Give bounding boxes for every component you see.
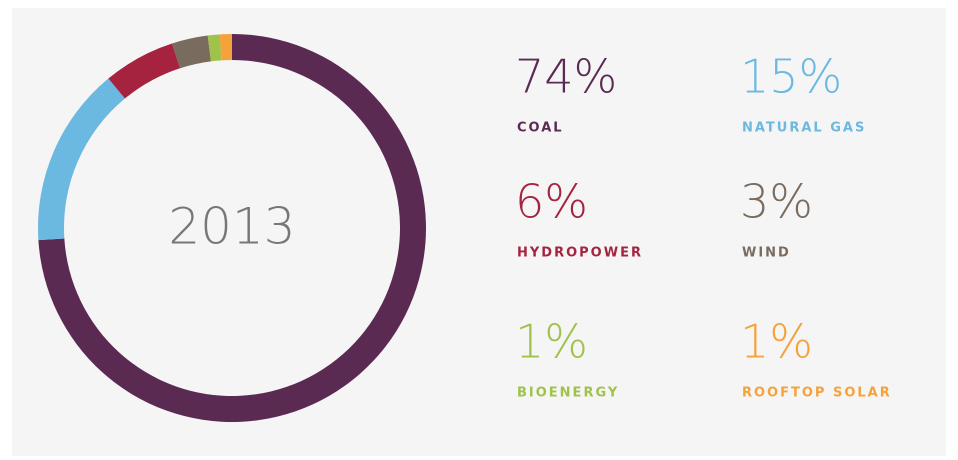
legend-label: ROOFTOP SOLAR	[742, 386, 892, 401]
legend-label: BIOENERGY	[517, 386, 619, 401]
legend-value: 1%	[740, 315, 813, 369]
donut-segment	[108, 43, 181, 99]
legend-value: 1%	[515, 315, 588, 369]
center-label: 2013	[168, 198, 295, 256]
legend-label: HYDROPOWER	[517, 246, 643, 261]
legend-label: COAL	[517, 121, 564, 136]
legend-label: NATURAL GAS	[742, 121, 866, 136]
legend-value: 3%	[740, 175, 813, 229]
legend-value: 74%	[515, 50, 617, 104]
donut-segment	[207, 34, 222, 62]
donut-segment	[219, 34, 232, 61]
legend-value: 15%	[740, 50, 842, 104]
donut-segment	[172, 35, 211, 69]
legend-value: 6%	[515, 175, 588, 229]
donut-segment	[38, 78, 125, 241]
panel	[12, 8, 946, 456]
legend-label: WIND	[742, 246, 791, 261]
